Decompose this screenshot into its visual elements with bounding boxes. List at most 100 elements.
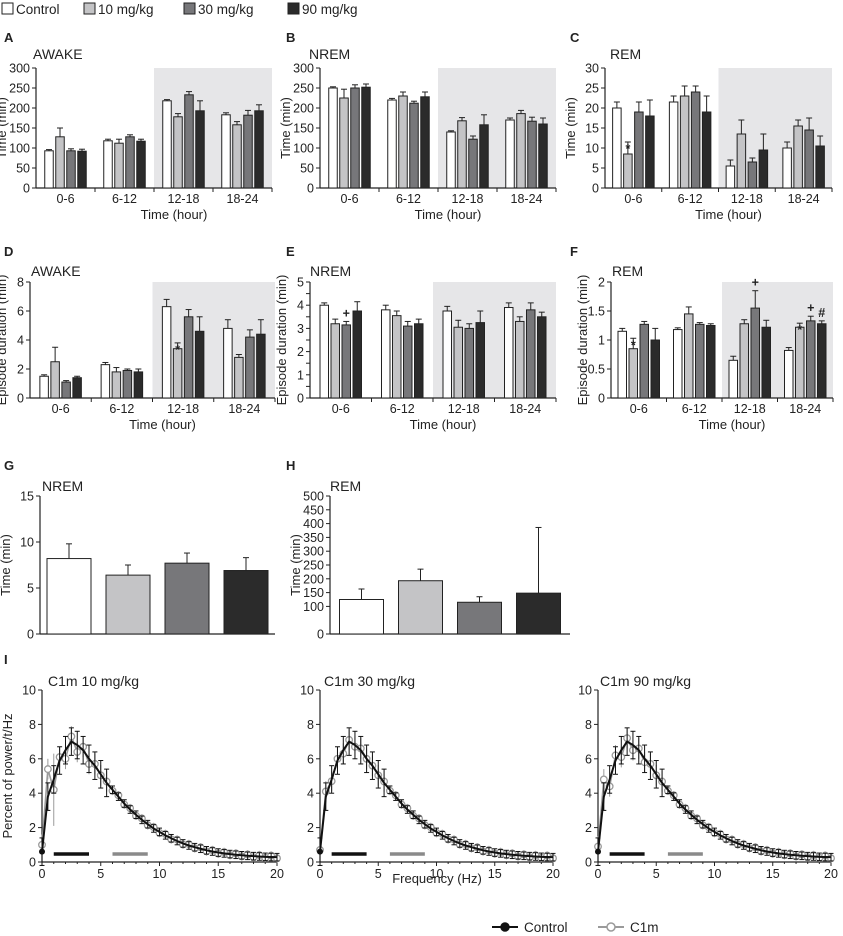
bar xyxy=(183,316,194,399)
bar xyxy=(136,140,146,189)
bar xyxy=(639,323,649,399)
panel-title: NREM xyxy=(310,263,351,279)
bar-group xyxy=(758,133,769,189)
bar-group xyxy=(684,306,694,399)
y-tick-label: 250 xyxy=(9,82,30,96)
bar-group xyxy=(164,552,210,635)
bar xyxy=(381,309,391,399)
bar xyxy=(245,336,255,399)
bar xyxy=(725,165,736,189)
bar xyxy=(457,601,502,635)
frequency-band-bar xyxy=(331,852,367,856)
bar-group xyxy=(44,149,54,189)
y-tick-label: 0 xyxy=(23,182,30,196)
frequency-band-bar xyxy=(389,852,425,856)
x-axis-label: Time (hour) xyxy=(129,417,196,432)
y-tick-label: 8 xyxy=(17,276,24,290)
bar-group xyxy=(61,380,71,399)
y-tick-label: 0.5 xyxy=(588,363,605,377)
bar-group xyxy=(100,361,111,399)
axes: 0 50 100 150 200 250 300 Time (min) 0-6 6-12 12-18… xyxy=(278,62,557,222)
bar xyxy=(505,119,515,189)
bar xyxy=(387,99,397,189)
bar xyxy=(645,115,655,189)
bar-group xyxy=(516,526,561,635)
frequency-band-bar xyxy=(667,852,703,856)
x-tick-label: 0-6 xyxy=(56,192,74,206)
bar-group xyxy=(725,159,736,189)
bar-group xyxy=(505,117,515,189)
bar-group xyxy=(804,117,814,189)
significance-marker: + xyxy=(807,301,814,315)
legend-label: C1m xyxy=(630,920,659,935)
bar xyxy=(195,110,205,189)
bar-group xyxy=(504,302,514,399)
y-tick-label: 100 xyxy=(9,142,30,156)
bar xyxy=(623,153,633,189)
y-tick-label: 150 xyxy=(303,586,324,600)
bar xyxy=(516,592,561,635)
x-axis-label: Time (hour) xyxy=(699,417,766,432)
significance-marker: * xyxy=(631,338,636,352)
bar-group xyxy=(747,157,758,189)
bar-group xyxy=(234,354,244,399)
bar-group xyxy=(634,101,644,189)
bar xyxy=(806,320,816,399)
panel-label: C xyxy=(570,30,580,45)
bar xyxy=(706,325,716,399)
bar-group xyxy=(72,375,82,399)
y-tick-label: 2 xyxy=(585,821,592,835)
panel-label: I xyxy=(4,652,8,667)
bar-group xyxy=(133,368,144,399)
bar-group xyxy=(526,302,536,399)
bar-group xyxy=(245,329,255,399)
panel-F: F REM 0 0.5 1 1.5 2 Episode duration (min) 0-6 6-… xyxy=(570,244,834,432)
bar-group xyxy=(114,138,124,189)
y-tick-label: 20 xyxy=(585,102,599,116)
bar xyxy=(784,349,794,399)
bar xyxy=(761,326,771,399)
y-tick-label: 0 xyxy=(317,628,324,642)
panel-B: B NREM 0 50 100 150 200 250 300 Time (min) 0-6 6-12… xyxy=(278,30,557,222)
bar-group xyxy=(46,543,92,635)
y-tick-label: 8 xyxy=(307,718,314,732)
y-axis-label: Time (min) xyxy=(0,534,13,596)
bar-group xyxy=(527,116,537,189)
y-tick-label: 300 xyxy=(9,62,30,76)
bar xyxy=(516,113,526,189)
x-tick-label: 10 xyxy=(153,867,167,881)
bar xyxy=(66,150,76,189)
y-tick-label: 10 xyxy=(20,536,34,550)
bar-group xyxy=(468,135,478,189)
bar xyxy=(352,310,362,399)
bar-group xyxy=(162,99,172,189)
y-tick-label: 4 xyxy=(585,787,592,801)
bar xyxy=(817,323,827,399)
x-tick-label: 12-18 xyxy=(168,192,200,206)
legend-item: 30 mg/kg xyxy=(183,2,254,17)
bar xyxy=(50,361,60,399)
bar xyxy=(527,120,537,189)
bar-group xyxy=(795,322,805,399)
bar-group xyxy=(442,305,452,399)
y-tick-label: 200 xyxy=(303,572,324,586)
bar xyxy=(414,323,424,399)
bar xyxy=(194,330,205,399)
x-tick-label: 0-6 xyxy=(52,402,70,416)
bar xyxy=(538,123,548,189)
bar-group xyxy=(701,95,712,189)
bar xyxy=(684,313,694,399)
bar xyxy=(537,316,547,399)
y-axis-label: Episode duration (min) xyxy=(274,275,289,406)
bar-group xyxy=(352,301,362,399)
x-tick-label: 15 xyxy=(488,867,502,881)
legend-item: 10 mg/kg xyxy=(83,2,154,17)
legend-item: Control xyxy=(1,2,60,17)
bar-group xyxy=(398,91,408,189)
bar-group xyxy=(815,135,825,189)
bar-group xyxy=(750,290,760,399)
x-tick-label: 10 xyxy=(430,867,444,881)
bar-group xyxy=(125,134,135,189)
bar-group xyxy=(194,316,205,399)
y-tick-label: 2 xyxy=(29,821,36,835)
